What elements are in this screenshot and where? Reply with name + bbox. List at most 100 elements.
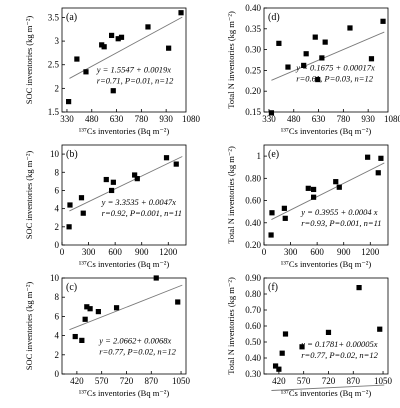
data-point — [311, 194, 317, 200]
data-point — [134, 176, 140, 182]
x-tick-label: 780 — [337, 114, 351, 124]
y-axis-label: SOC inventories (kg m⁻²) — [24, 151, 34, 240]
y-axis-label: Total N inventories (kg m⁻²) — [226, 277, 236, 375]
x-tick-label: 420 — [70, 376, 84, 386]
x-tick-label: 780 — [135, 114, 149, 124]
regression-equation: y = 3.3535 + 0.0047x — [101, 197, 176, 207]
x-tick-label: 300 — [284, 247, 298, 257]
data-point — [109, 187, 115, 194]
x-tick-label: 900 — [337, 247, 351, 257]
data-point — [110, 88, 116, 94]
regression-equation: y = 2.0662+ 0.0068x — [98, 335, 171, 345]
x-tick-label: 1050 — [374, 376, 393, 386]
x-axis-label: ¹³⁷Cs inventories (Bq m⁻²) — [281, 259, 372, 269]
y-tick-label: 0.35 — [245, 24, 261, 34]
y-tick-label: 0.30 — [245, 369, 261, 379]
y-tick-label: 8 — [55, 167, 60, 177]
y-tick-label: 0.40 — [245, 353, 261, 363]
data-point — [276, 40, 282, 46]
data-point — [301, 62, 307, 69]
data-point — [299, 344, 305, 350]
data-point — [356, 285, 362, 291]
regression-equation: y = 1.5547 + 0.0019x — [96, 64, 171, 74]
x-tick-label: 570 — [95, 376, 109, 386]
regression-equation: y = 0.1781+ 0.00005x — [300, 339, 378, 349]
data-point — [322, 39, 328, 45]
data-point — [80, 210, 86, 216]
data-point — [305, 185, 311, 191]
x-axis-label: ¹³⁷Cs inventories (Bq m⁻²) — [79, 259, 170, 269]
x-tick-label: 1080 — [384, 114, 400, 124]
panel-label: (f) — [268, 282, 278, 293]
x-tick-label: 930 — [361, 114, 375, 124]
panel-label: (e) — [268, 149, 279, 160]
data-point — [315, 76, 321, 83]
data-point — [118, 34, 125, 40]
x-tick-label: 1200 — [159, 247, 178, 257]
x-tick-label: 870 — [145, 376, 159, 386]
data-point — [375, 170, 381, 176]
y-tick-label: 2 — [55, 350, 60, 360]
x-tick-label: 330 — [262, 114, 276, 124]
x-axis-label: ¹³⁷Cs inventories (Bq m⁻²) — [79, 126, 170, 136]
y-tick-label: 0.40 — [245, 218, 261, 228]
data-point — [311, 186, 317, 193]
data-point — [281, 205, 287, 211]
x-tick-label: 1050 — [172, 376, 191, 386]
data-point — [78, 195, 85, 201]
x-tick-label: 0 — [262, 247, 267, 257]
data-point — [74, 56, 80, 62]
y-tick-label: 10 — [50, 273, 60, 283]
x-tick-label: 420 — [272, 376, 286, 386]
x-axis-label: ¹³⁷Cs inventories (Bq m⁻²) — [79, 388, 170, 398]
regression-stats: r=0.71, P=0.01, n=12 — [97, 75, 174, 85]
data-point — [333, 179, 339, 185]
data-point — [347, 25, 353, 31]
y-tick-label: 2 — [55, 222, 60, 232]
y-tick-label: 0 — [55, 369, 60, 379]
data-point — [66, 224, 72, 230]
data-point — [110, 179, 116, 185]
x-tick-label: 1200 — [361, 247, 380, 257]
x-tick-label: 930 — [159, 114, 173, 124]
plot-frame — [61, 7, 187, 113]
data-point — [268, 232, 274, 238]
data-point — [113, 305, 120, 311]
data-point — [72, 333, 78, 340]
y-tick-label: 0.90 — [245, 273, 261, 283]
data-point — [166, 45, 172, 51]
y-tick-label: 0.60 — [245, 321, 261, 331]
regression-line — [69, 284, 183, 331]
data-point — [103, 176, 109, 183]
data-point — [365, 154, 371, 160]
data-point — [79, 337, 85, 343]
data-point — [153, 275, 159, 281]
data-point — [336, 184, 342, 190]
panel-label: (d) — [268, 12, 280, 23]
plot-frame — [263, 7, 389, 113]
data-point — [175, 299, 181, 305]
y-tick-label: 0.20 — [245, 86, 261, 96]
y-tick-label: 4 — [55, 204, 60, 214]
y-tick-label: 3 — [55, 36, 60, 46]
x-tick-label: 900 — [135, 247, 149, 257]
y-tick-label: 10 — [50, 149, 60, 159]
panel-label: (c) — [66, 282, 77, 293]
y-tick-label: 1 — [257, 151, 262, 161]
y-tick-label: 2.5 — [48, 60, 60, 70]
data-point — [173, 161, 179, 167]
data-point — [83, 69, 89, 75]
y-tick-label: 1.5 — [48, 107, 60, 117]
regression-line — [69, 16, 183, 79]
panel-label: (a) — [66, 12, 77, 23]
regression-equation: y = 0.3955 + 0.0004 x — [300, 207, 378, 217]
data-point — [163, 155, 170, 161]
y-tick-label: 0.40 — [245, 3, 261, 13]
y-tick-label: 3.5 — [48, 12, 60, 22]
y-axis-label: SOC inventories (kg m⁻²) — [24, 16, 34, 105]
y-tick-label: 0.25 — [245, 65, 261, 75]
data-point — [87, 306, 93, 312]
x-tick-label: 600 — [310, 247, 324, 257]
